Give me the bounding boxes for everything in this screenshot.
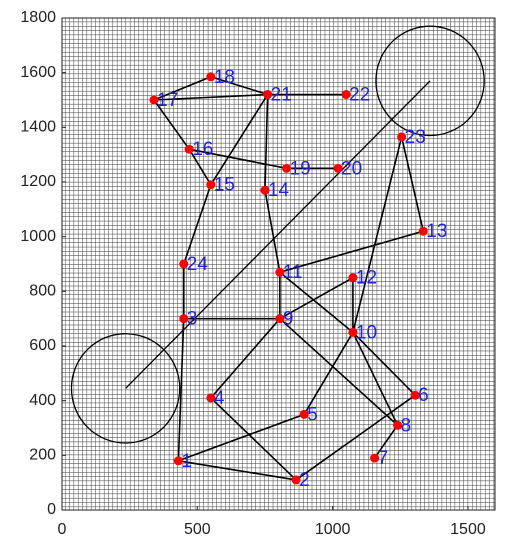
node: [410, 390, 420, 400]
y-tick-label: 400: [29, 392, 56, 409]
node-label: 6: [418, 385, 429, 406]
node: [275, 314, 285, 324]
node-label: 15: [214, 175, 235, 196]
edge: [153, 93, 268, 101]
node-label: 14: [268, 180, 290, 201]
node: [370, 453, 380, 463]
y-tick-label: 600: [29, 337, 56, 354]
node-label: 19: [290, 158, 311, 179]
node-label: 7: [378, 448, 389, 469]
node-label: 17: [157, 90, 178, 111]
node-label: 24: [187, 254, 209, 275]
edge: [279, 318, 399, 426]
edge: [177, 318, 185, 461]
plot-frame: [61, 17, 496, 511]
node-label: 11: [283, 262, 303, 283]
edge: [183, 184, 212, 265]
x-tick-label: 1500: [450, 521, 486, 538]
edge: [295, 394, 416, 481]
edge: [210, 318, 281, 399]
edge: [178, 460, 297, 481]
edge: [153, 76, 212, 101]
node: [299, 409, 309, 419]
edge: [210, 94, 269, 186]
y-tick-label: 1000: [20, 228, 56, 245]
node-label: 9: [283, 309, 294, 330]
edge: [264, 190, 281, 273]
node: [206, 180, 216, 190]
node-label: 13: [426, 221, 447, 242]
node-label: 18: [214, 67, 235, 88]
node-label: 4: [214, 388, 225, 409]
x-tick-label: 0: [58, 521, 67, 538]
node-label: 1: [181, 451, 192, 472]
node-label: 21: [271, 85, 292, 106]
node-label: 16: [192, 139, 213, 160]
node-label: 5: [307, 404, 318, 425]
node: [179, 314, 189, 324]
node-label: 10: [356, 322, 377, 343]
edge: [189, 148, 287, 170]
y-tick-label: 200: [29, 447, 56, 464]
y-tick-label: 0: [47, 501, 56, 518]
node-label: 20: [341, 158, 362, 179]
node-label: 12: [356, 268, 377, 289]
y-tick-label: 800: [29, 283, 56, 300]
node: [149, 95, 159, 105]
node: [341, 90, 351, 100]
circle: [70, 333, 181, 444]
edge: [279, 230, 424, 273]
edge: [373, 424, 399, 459]
node: [173, 456, 183, 466]
node-label: 2: [299, 470, 310, 491]
edge: [352, 136, 403, 333]
node: [275, 267, 285, 277]
node: [333, 163, 343, 173]
node: [397, 132, 407, 142]
node: [179, 259, 189, 269]
edge: [210, 76, 268, 96]
y-tick-label: 1800: [20, 9, 56, 26]
edge: [352, 331, 416, 396]
node: [291, 475, 301, 485]
node: [184, 144, 194, 154]
edge: [264, 94, 269, 191]
edge: [178, 413, 305, 462]
node-label: 22: [349, 85, 370, 106]
segment: [125, 80, 431, 389]
node: [260, 185, 270, 195]
node: [206, 393, 216, 403]
edge: [279, 271, 354, 333]
edge: [303, 331, 354, 415]
node: [348, 273, 358, 283]
y-tick-label: 1600: [20, 64, 56, 81]
circle: [375, 25, 485, 137]
node: [348, 327, 358, 337]
node: [282, 163, 292, 173]
edge: [400, 136, 425, 232]
x-tick-label: 500: [184, 521, 211, 538]
node: [393, 420, 403, 430]
node-label: 3: [187, 309, 198, 330]
node: [418, 226, 428, 236]
edge: [210, 397, 297, 481]
node: [206, 72, 216, 82]
edge: [153, 99, 190, 150]
edge: [188, 148, 212, 186]
x-tick-label: 1000: [315, 521, 351, 538]
edge: [352, 331, 399, 426]
y-tick-label: 1200: [20, 173, 56, 190]
y-tick-label: 1400: [20, 119, 56, 136]
edge: [279, 276, 354, 320]
node-label: 8: [401, 415, 412, 436]
node-label: 23: [405, 127, 426, 148]
node: [263, 90, 273, 100]
